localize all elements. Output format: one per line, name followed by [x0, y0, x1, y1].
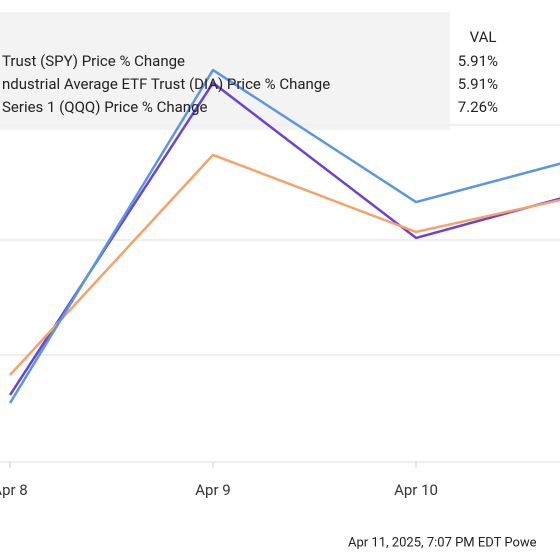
legend-box: [0, 12, 450, 130]
legend-label: Trust (SPY) Price % Change: [2, 52, 185, 70]
legend-value: 7.26%: [458, 98, 498, 116]
series-line: [8, 68, 560, 404]
footer: Apr 11, 2025, 7:07 PM EDT Powe: [348, 535, 537, 550]
legend-value: 5.91%: [458, 75, 498, 93]
x-tick-label: Apr 8: [0, 481, 28, 499]
x-tick-label: Apr 9: [195, 481, 230, 499]
legend-label: Series 1 (QQQ) Price % Change: [2, 98, 208, 116]
legend-label: ndustrial Average ETF Trust (DIA) Price …: [2, 75, 330, 93]
x-tick-label: Apr 10: [394, 481, 438, 499]
legend-value: 5.91%: [458, 52, 498, 70]
legend-header: VAL: [470, 28, 497, 46]
series-line: [9, 153, 560, 376]
